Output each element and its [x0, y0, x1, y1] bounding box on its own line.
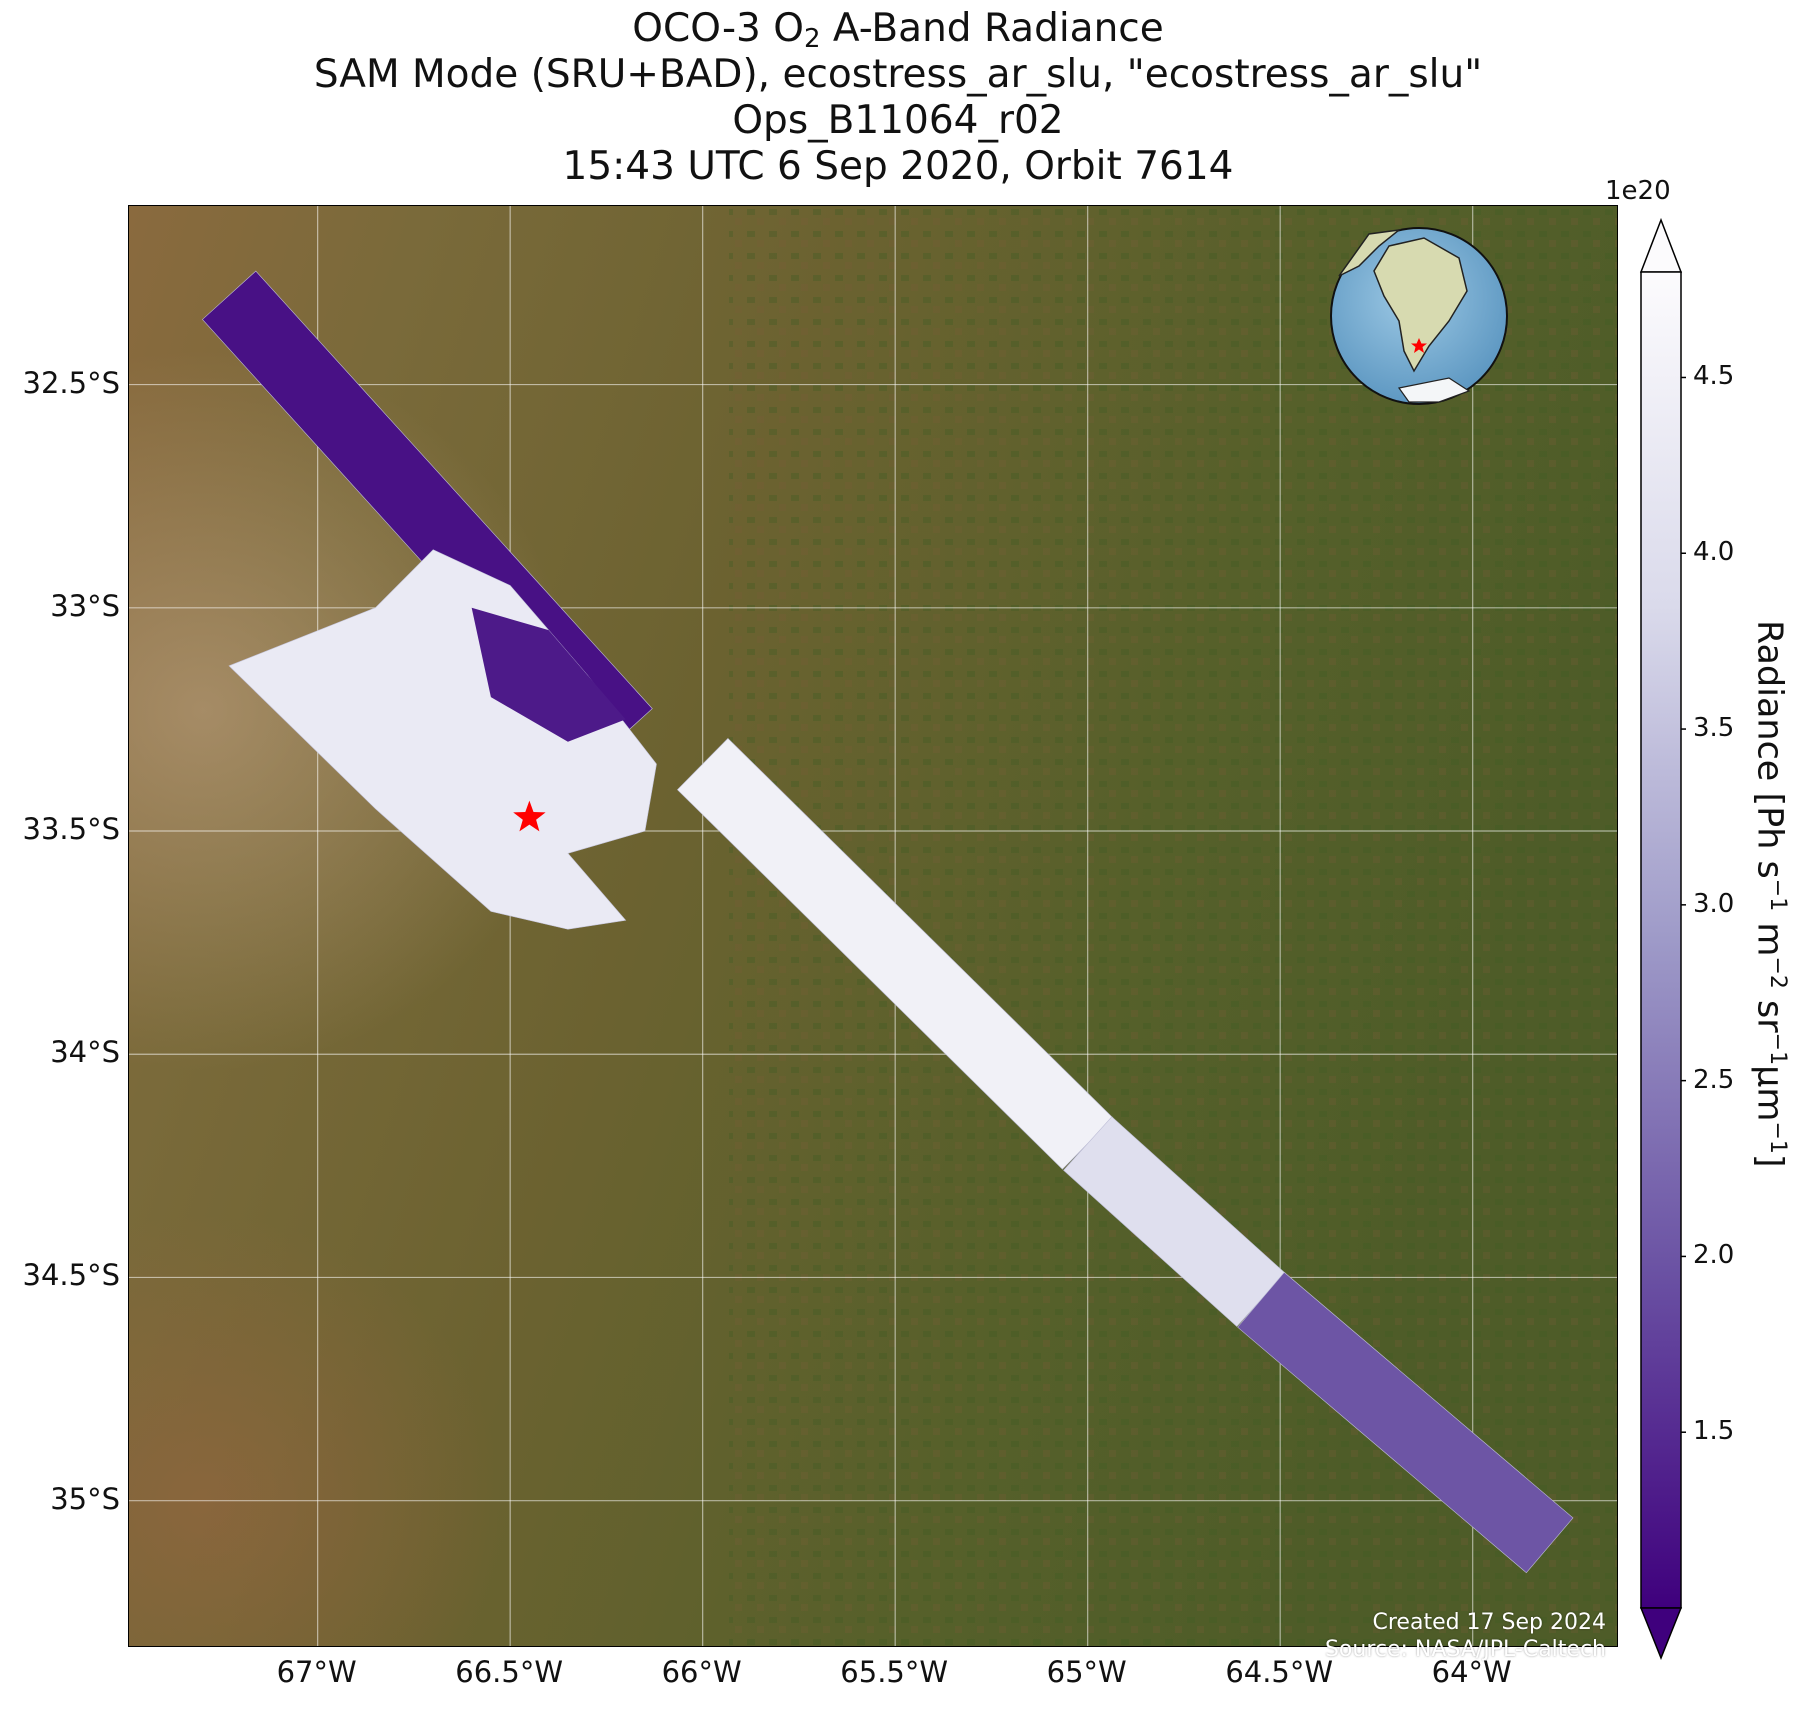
sam-low-radiance-core[interactable] [471, 607, 626, 742]
created-credit: Created 17 Sep 2024 [1372, 1610, 1607, 1635]
lon-label-0: 67°W [276, 1655, 357, 1689]
colorbar-multiplier: 1e20 [1605, 176, 1671, 206]
graticule [129, 206, 1617, 1646]
map-frame[interactable] [128, 205, 1618, 1647]
target-marker-layer [513, 800, 546, 832]
chart-title-line-2: SAM Mode (SRU+BAD), ecostress_ar_slu, "e… [313, 52, 1483, 97]
radiance-swath[interactable] [202, 270, 1574, 1574]
lon-label-6: 64°W [1431, 1655, 1512, 1689]
lat-label-2: 33.5°S [22, 812, 120, 846]
colorbar [1639, 217, 1686, 1660]
swath-segment-3[interactable] [1237, 1271, 1574, 1574]
colorbar-label: Radiance [Ph s−1 m−2 sr−1μm−1] [1749, 620, 1790, 1168]
lat-label-3: 34°S [50, 1035, 120, 1070]
colorbar-gradient [1640, 271, 1682, 1609]
north-america-landmass [1338, 228, 1402, 277]
south-america-landmass [1373, 237, 1468, 373]
antarctica-landmass [1397, 377, 1471, 403]
lon-label-1: 66.5°W [455, 1655, 564, 1689]
lat-label-1: 33°S [50, 588, 120, 623]
lat-label-0: 32.5°S [22, 365, 120, 400]
chart-title-line-3: Ops_B11064_r02 [732, 98, 1064, 143]
chart-title-line-4: 15:43 UTC 6 Sep 2020, Orbit 7614 [562, 144, 1234, 189]
colorbar-extend-high [1639, 217, 1683, 273]
lat-label-4: 34.5°S [22, 1258, 120, 1293]
colorbar-tick-label-3: 3.0 [1693, 888, 1735, 919]
lon-label-4: 65°W [1046, 1655, 1127, 1689]
colorbar-tick-label-2: 2.5 [1693, 1064, 1735, 1095]
lon-label-2: 66°W [661, 1655, 742, 1689]
colorbar-extend-low [1639, 1607, 1683, 1660]
inset-globe [1330, 227, 1508, 405]
colorbar-tick-label-0: 1.5 [1693, 1416, 1735, 1447]
chart-title-line-1: OCO-3 O2 A-Band Radiance [632, 6, 1164, 54]
lon-label-3: 65.5°W [840, 1655, 949, 1689]
colorbar-tick-marks [1681, 376, 1686, 1433]
source-credit: Source: NASA/JPL-Caltech [1324, 1637, 1606, 1662]
target-star [513, 800, 546, 832]
colorbar-tick-label-6: 4.5 [1693, 361, 1735, 392]
lon-label-5: 64.5°W [1225, 1655, 1334, 1689]
colorbar-tick-label-4: 3.5 [1693, 713, 1735, 744]
globe-target-star [1411, 338, 1427, 353]
map-canvas[interactable] [129, 206, 1618, 1647]
colorbar-tick-label-5: 4.0 [1693, 537, 1735, 568]
lat-label-5: 35°S [50, 1481, 120, 1516]
colorbar-tick-label-1: 2.0 [1693, 1240, 1735, 1271]
